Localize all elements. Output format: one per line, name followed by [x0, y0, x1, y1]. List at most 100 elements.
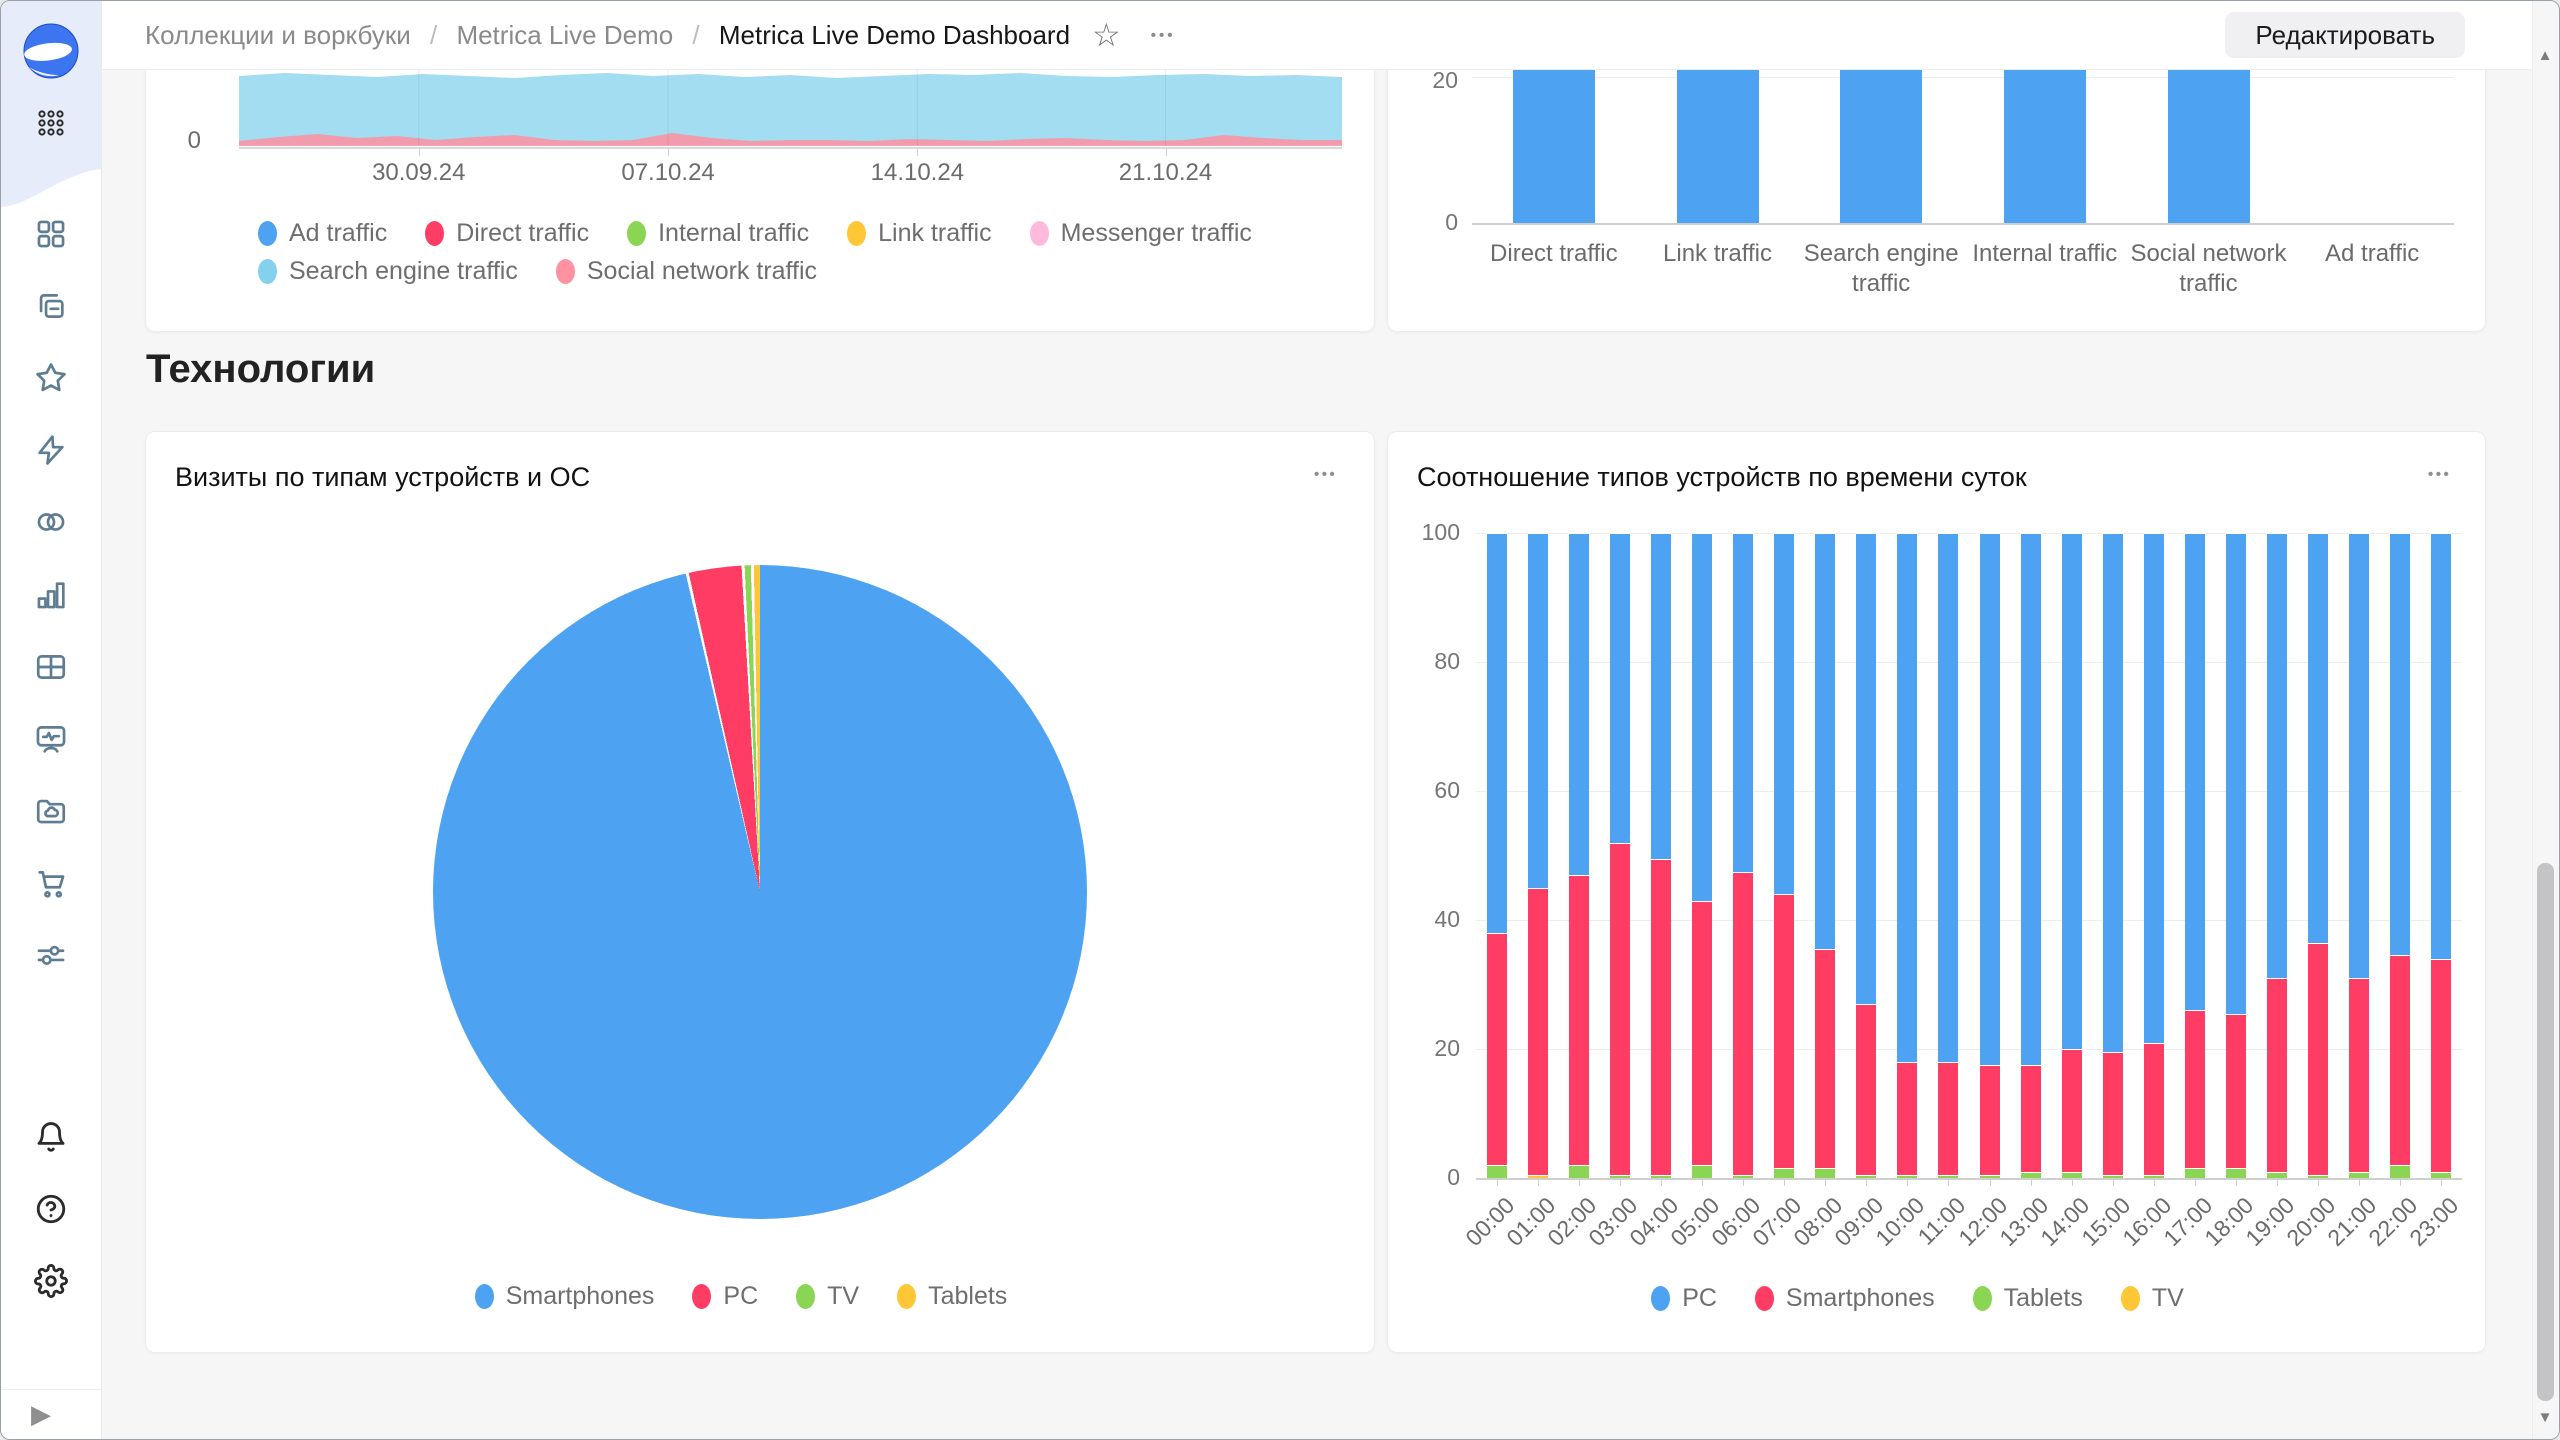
nav-settings-sliders-icon[interactable] [33, 937, 69, 973]
legend-item[interactable]: PC [1651, 1284, 1717, 1313]
dashboard-menu-dots-icon[interactable]: ••• [1150, 26, 1176, 44]
stacked-segment-smartphones [1733, 871, 1754, 1175]
edit-button[interactable]: Редактировать [2225, 12, 2465, 58]
legend-item[interactable]: Link traffic [847, 219, 992, 248]
stacked-segment-smartphones [1527, 887, 1548, 1175]
stacked-segment-pc [2061, 533, 2082, 1050]
y-gridline [1472, 77, 2454, 78]
y-axis-tick-label: 20 [1432, 67, 1458, 93]
sidebar-expand-button[interactable]: ▶ [31, 1399, 51, 1429]
legend-item[interactable]: Ad traffic [258, 219, 387, 248]
x-axis-tick [1907, 1180, 1909, 1186]
stacked-segment-pc [1815, 533, 1836, 950]
notifications-bell-icon[interactable] [33, 1119, 69, 1155]
stacked-bar-column [1774, 533, 1795, 1178]
stacked-card-menu-dots-icon[interactable]: ••• [2428, 466, 2452, 483]
stacked-segment-tablets [2061, 1171, 2082, 1178]
x-axis-tick [1496, 1180, 1498, 1186]
header: Коллекции и воркбуки / Metrica Live Demo… [101, 1, 2533, 70]
stacked-card-title: Соотношение типов устройств по времени с… [1417, 462, 2027, 492]
nav-bolt-icon[interactable] [33, 432, 69, 468]
legend-label: Smartphones [1785, 1284, 1935, 1312]
y-axis-tick-label: 20 [1434, 1035, 1460, 1061]
stacked-segment-smartphones [1486, 932, 1507, 1166]
legend-marker-icon [897, 1284, 917, 1309]
legend-item[interactable]: Social network traffic [555, 257, 817, 286]
nav-connections-circles-icon[interactable] [33, 504, 69, 540]
stacked-segment-tablets [1897, 1174, 1918, 1178]
breadcrumb-separator: / [692, 19, 700, 50]
x-axis-tick [2441, 1180, 2443, 1186]
legend-label: TV [827, 1282, 860, 1310]
scrollbar-down-arrow-icon[interactable]: ▼ [2537, 1409, 2553, 1426]
y-gridline [1472, 223, 2454, 225]
legend-label: Link traffic [878, 219, 992, 247]
stacked-bar-column [1650, 533, 1671, 1178]
breadcrumb-collections[interactable]: Коллекции и воркбуки [145, 19, 411, 50]
stacked-bar-column [2431, 533, 2452, 1178]
x-axis-category-label: Ad traffic [2325, 240, 2420, 267]
legend-item[interactable]: Smartphones [1754, 1284, 1935, 1313]
nav-tables-icon[interactable] [33, 649, 69, 685]
scrollbar-up-arrow-icon[interactable]: ▲ [2537, 47, 2553, 64]
nav-squares-icon[interactable] [33, 216, 69, 252]
legend-item[interactable]: Messenger traffic [1029, 219, 1252, 248]
y-axis-tick-label: 0 [1445, 209, 1458, 235]
legend-item[interactable]: Smartphones [474, 1282, 655, 1311]
x-axis-tick [668, 149, 670, 156]
stacked-bar-column [2308, 533, 2329, 1178]
nav-storage-folder-icon[interactable] [33, 793, 69, 829]
legend-item[interactable]: Internal traffic [627, 219, 809, 248]
stacked-bar-column [2226, 533, 2247, 1178]
x-axis-tick [2318, 1180, 2320, 1186]
stacked-segment-smartphones [1650, 858, 1671, 1175]
stacked-bar-column [1856, 533, 1877, 1178]
legend-marker-icon [1972, 1286, 1992, 1311]
legend-item[interactable]: Tablets [1972, 1284, 2083, 1313]
traffic-total-bar [1676, 69, 1759, 223]
legend-item[interactable]: TV [796, 1282, 859, 1311]
x-axis-tick [1948, 1180, 1950, 1186]
apps-grid-icon[interactable] [33, 105, 69, 141]
stacked-segment-tablets [1815, 1168, 1836, 1178]
stacked-segment-tablets [2226, 1168, 2247, 1178]
y-gridline [1476, 533, 2462, 534]
legend-item[interactable]: Search engine traffic [258, 257, 518, 286]
legend-label: Internal traffic [658, 219, 810, 247]
sidebar-curve-decoration [1, 163, 101, 207]
nav-charts-icon[interactable] [33, 577, 69, 613]
nav-collections-icon[interactable] [33, 288, 69, 324]
legend-item[interactable]: TV [2120, 1284, 2184, 1313]
stacked-bar-column [1979, 533, 2000, 1178]
x-axis-tick [917, 149, 919, 156]
datalens-logo[interactable] [23, 23, 79, 79]
help-icon[interactable] [33, 1191, 69, 1227]
nav-favorites-star-icon[interactable] [33, 360, 69, 396]
legend-item[interactable]: Tablets [897, 1282, 1007, 1311]
y-axis-tick-label: 80 [1434, 648, 1460, 674]
legend-item[interactable]: PC [692, 1282, 758, 1311]
pie-card-menu-dots-icon[interactable]: ••• [1314, 466, 1338, 483]
stacked-segment-smartphones [2226, 1013, 2247, 1169]
y-axis-tick-label: 100 [1421, 519, 1460, 545]
stacked-bar-column [1609, 533, 1630, 1178]
scrollbar-thumb[interactable] [2537, 863, 2554, 1401]
nav-marketplace-cart-icon[interactable] [33, 865, 69, 901]
stacked-segment-smartphones [2390, 955, 2411, 1166]
favorite-star-icon[interactable]: ☆ [1092, 17, 1121, 53]
breadcrumb-workbook[interactable]: Metrica Live Demo [456, 19, 674, 50]
legend-label: Smartphones [505, 1282, 655, 1310]
y-gridline [1476, 920, 2462, 921]
sidebar-footer-divider [1, 1389, 101, 1390]
x-axis-tick [1165, 149, 1167, 156]
settings-gear-icon[interactable] [33, 1263, 69, 1299]
page-scrollbar[interactable]: ▲ ▼ [2532, 1, 2559, 1439]
breadcrumb: Коллекции и воркбуки / Metrica Live Demo… [145, 20, 1070, 51]
x-axis-tick [1537, 1180, 1539, 1186]
x-axis-category-label: Social network traffic [2130, 240, 2287, 297]
legend-item[interactable]: Direct traffic [425, 219, 589, 248]
stacked-segment-pc [1979, 533, 2000, 1066]
nav-monitoring-icon[interactable] [33, 721, 69, 757]
legend-marker-icon [425, 221, 445, 246]
